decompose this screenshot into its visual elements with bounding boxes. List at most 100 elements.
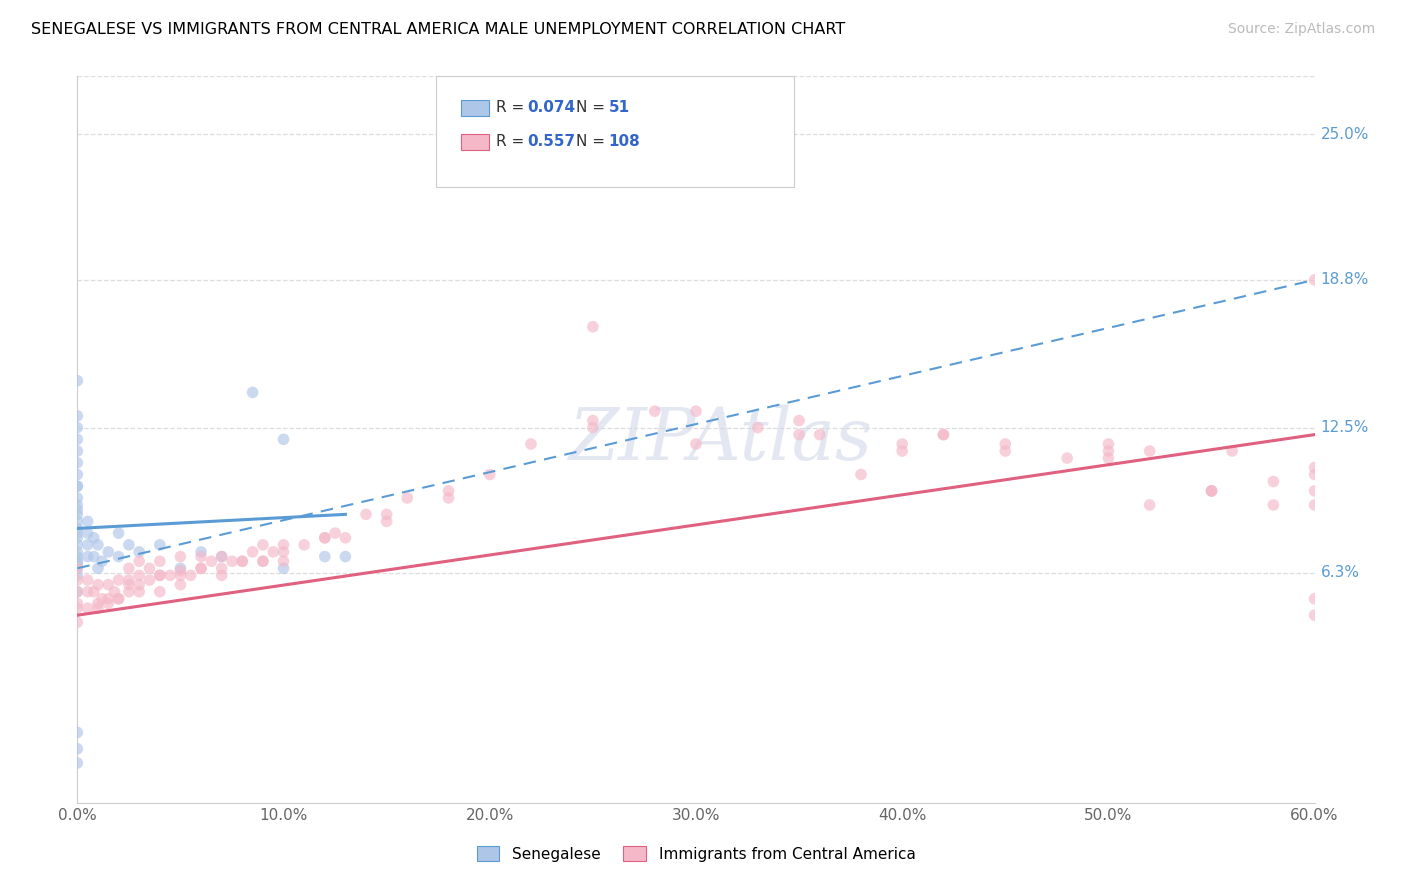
Point [83,549,105,564]
Point [107,591,129,606]
Point [849,467,872,482]
Point [66,584,89,599]
Point [66,549,89,564]
Point [252,554,274,568]
Point [685,404,707,418]
Point [107,573,129,587]
Point [520,437,543,451]
Point [128,545,150,559]
Point [128,554,150,568]
Point [375,515,398,529]
Point [76,573,98,587]
Point [66,531,89,545]
Point [211,568,233,582]
Point [582,319,605,334]
Point [221,554,243,568]
Point [582,413,605,427]
Point [128,584,150,599]
Point [66,420,89,434]
Point [190,549,212,564]
Point [273,545,295,559]
Point [211,561,233,575]
Point [66,498,89,512]
Point [211,549,233,564]
Point [242,385,264,400]
Point [159,568,181,582]
Point [91,591,114,606]
Point [396,491,419,505]
Point [118,578,141,592]
Point [83,531,105,545]
Point [1097,444,1119,458]
Point [1139,444,1161,458]
Point [190,561,212,575]
Point [149,568,172,582]
Point [66,725,89,739]
Point [87,597,110,611]
Point [1303,460,1326,475]
Text: 0.557: 0.557 [527,135,575,149]
Point [932,427,955,442]
Point [262,545,284,559]
Point [478,467,501,482]
Point [891,444,914,458]
Text: N =: N = [576,101,610,115]
Point [107,526,129,541]
Point [87,538,110,552]
Point [1201,483,1223,498]
Point [1303,467,1326,482]
Point [149,538,172,552]
Point [66,597,89,611]
Point [128,578,150,592]
Point [242,545,264,559]
Text: 25.0%: 25.0% [1320,127,1369,142]
Text: R =: R = [496,135,530,149]
Point [169,578,191,592]
Point [582,420,605,434]
Point [66,508,89,522]
Point [354,508,377,522]
Point [644,404,666,418]
Point [180,568,202,582]
Text: SENEGALESE VS IMMIGRANTS FROM CENTRAL AMERICA MALE UNEMPLOYMENT CORRELATION CHAR: SENEGALESE VS IMMIGRANTS FROM CENTRAL AM… [31,22,845,37]
Point [292,538,315,552]
Point [118,584,141,599]
Point [76,515,98,529]
Point [83,584,105,599]
Point [66,545,89,559]
Point [169,564,191,578]
Point [1056,451,1078,466]
Point [375,508,398,522]
Point [314,531,336,545]
Point [66,521,89,535]
Point [66,568,89,582]
Point [66,561,89,575]
Point [273,554,295,568]
Point [314,549,336,564]
Point [314,531,336,545]
Point [66,491,89,505]
Point [76,526,98,541]
Text: 6.3%: 6.3% [1320,566,1360,581]
Point [335,549,357,564]
Point [437,491,460,505]
Point [1303,273,1326,287]
Point [1263,498,1285,512]
Point [66,526,89,541]
Point [66,573,89,587]
Point [1201,483,1223,498]
Point [1097,451,1119,466]
Point [118,561,141,575]
Point [66,409,89,423]
Point [211,549,233,564]
Point [808,427,831,442]
Point [66,444,89,458]
Point [1303,608,1326,623]
Text: 18.8%: 18.8% [1320,272,1369,287]
Point [66,584,89,599]
Point [747,420,769,434]
Point [66,742,89,756]
Point [76,584,98,599]
Point [1139,498,1161,512]
Text: 51: 51 [609,101,630,115]
